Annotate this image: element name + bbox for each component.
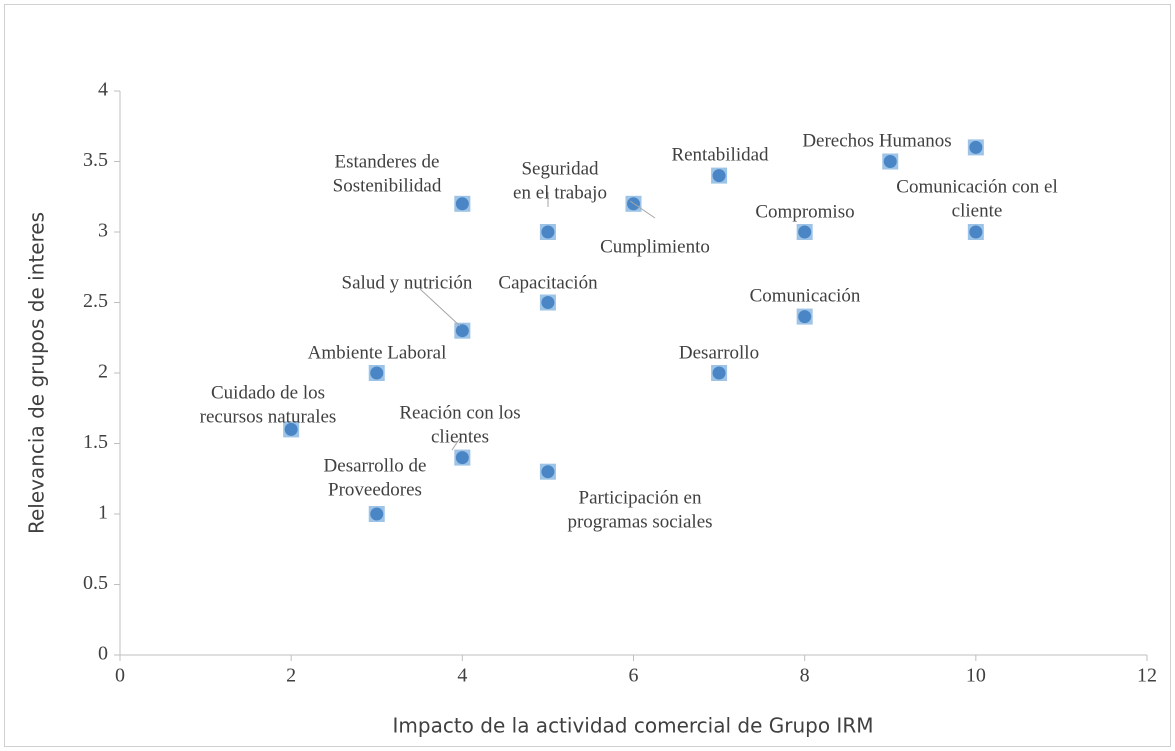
data-label: Estanderes de — [335, 151, 440, 172]
data-label: Cuidado de los — [211, 382, 325, 403]
y-tick-label: 2.5 — [83, 290, 108, 312]
data-label: Reación con los — [399, 402, 520, 423]
data-label: recursos naturales — [200, 406, 337, 427]
x-axis-title: Impacto de la actividad comercial de Gru… — [393, 714, 874, 738]
leader-line — [451, 437, 461, 451]
data-label: Compromiso — [755, 201, 854, 222]
marker — [798, 310, 812, 324]
x-tick-label: 6 — [629, 665, 639, 687]
marker — [969, 225, 983, 239]
marker — [455, 197, 469, 211]
data-label: Seguridad — [521, 158, 599, 179]
marker — [541, 296, 555, 309]
y-tick-label: 4 — [98, 79, 108, 101]
x-tick-label: 0 — [115, 665, 125, 687]
marker — [883, 155, 897, 168]
data-label: clientes — [431, 426, 489, 447]
x-tick-label: 12 — [1137, 665, 1157, 687]
y-tick-label: 0.5 — [83, 572, 108, 594]
marker — [798, 225, 812, 239]
data-label: Derechos Humanos — [802, 130, 951, 151]
marker — [541, 225, 555, 239]
x-tick-label: 2 — [286, 665, 296, 687]
data-label: Desarrollo — [679, 342, 759, 363]
data-label: Ambiente Laboral — [308, 342, 447, 363]
y-tick-label: 0 — [98, 643, 108, 665]
leader-line — [419, 288, 461, 327]
leader-line — [629, 200, 656, 219]
marker — [455, 324, 469, 338]
data-label: Rentabilidad — [671, 144, 769, 165]
marker — [712, 366, 726, 380]
x-tick-label: 4 — [457, 665, 467, 687]
y-tick-label: 1.5 — [83, 431, 108, 453]
data-label: programas sociales — [567, 511, 712, 532]
marker — [370, 366, 384, 380]
data-label: Participación en — [579, 487, 702, 508]
y-tick-label: 1 — [98, 502, 108, 524]
data-label: Desarrollo de — [324, 455, 427, 476]
data-label: Comunicación con el — [896, 176, 1057, 197]
marker — [712, 169, 726, 183]
marker — [541, 465, 555, 479]
data-label: Sostenibilidad — [333, 175, 442, 196]
y-tick-label: 2 — [98, 361, 108, 383]
data-label: cliente — [952, 200, 1003, 221]
y-axis-title: Relevancia de grupos de interes — [25, 212, 49, 534]
x-tick-label: 8 — [800, 665, 810, 687]
data-label: Proveedores — [328, 479, 422, 500]
y-tick-label: 3 — [98, 220, 108, 242]
marker — [455, 451, 469, 465]
y-tick-label: 3.5 — [83, 149, 108, 171]
marker — [969, 140, 983, 154]
chart-frame — [4, 4, 1171, 747]
data-label: Capacitación — [498, 272, 598, 293]
marker — [284, 422, 298, 436]
data-label: Salud y nutrición — [342, 272, 473, 293]
x-tick-label: 10 — [966, 665, 986, 687]
marker — [370, 507, 384, 521]
data-label: Comunicación — [750, 285, 861, 306]
data-label: Cumplimiento — [600, 236, 710, 257]
data-label: en el trabajo — [513, 182, 607, 203]
